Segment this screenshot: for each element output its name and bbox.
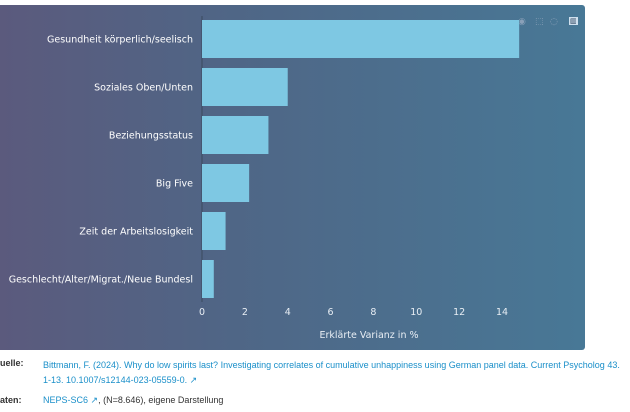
bar[interactable] [202,68,288,106]
bar[interactable] [202,260,214,298]
lasso-icon[interactable]: ◌ [550,17,558,27]
data-note: , (N=8.646), eigene Darstellung [98,395,224,405]
x-tick-label: 2 [242,307,248,318]
data-label: aten: [0,395,22,405]
x-tick-label: 12 [453,307,465,318]
source-label: uelle: [0,358,24,368]
chart-panel: ◉ ⬚ ◌ ▥ [0,5,585,350]
x-axis-title: Erklärte Varianz in % [319,330,418,341]
external-link-icon: ↗ [189,375,198,385]
neps-link[interactable]: NEPS-SC6 [43,395,89,405]
bar[interactable] [202,116,269,154]
citation-doi[interactable]: 43. 1-13. 10.1007/s12144-023-05559-0. [43,360,620,385]
x-tick-label: 0 [199,307,205,318]
source-citation-link[interactable]: Bittmann, F. (2024). Why do low spirits … [43,360,605,370]
plotly-logo-icon[interactable]: ▥ [569,17,578,25]
bar[interactable] [202,164,250,202]
bar[interactable] [202,212,226,250]
category-label: Soziales Oben/Unten [94,83,193,94]
category-label: Geschlecht/Alter/Migrat./Neue Bundesl [9,275,193,286]
x-tick-label: 10 [410,307,422,318]
category-label: Beziehungsstatus [109,131,193,142]
zoom-box-icon[interactable]: ⬚ [535,17,544,27]
x-tick-label: 8 [370,307,376,318]
bar-chart: Gesundheit körperlich/seelisch Soziales O… [9,16,520,341]
category-label: Big Five [156,179,193,190]
source-citation[interactable]: Bittmann, F. (2024). Why do low spirits … [43,358,623,388]
external-link-icon: ↗ [90,395,99,405]
x-tick-label: 14 [496,307,508,318]
camera-icon[interactable]: ◉ [518,17,526,27]
x-tick-label: 6 [328,307,334,318]
category-label: Gesundheit körperlich/seelisch [47,35,193,46]
data-source: NEPS-SC6 ↗, (N=8.646), eigene Darstellun… [43,395,223,406]
category-label: Zeit der Arbeitslosigkeit [79,227,193,238]
x-tick-label: 4 [285,307,291,318]
bar[interactable] [202,20,520,58]
